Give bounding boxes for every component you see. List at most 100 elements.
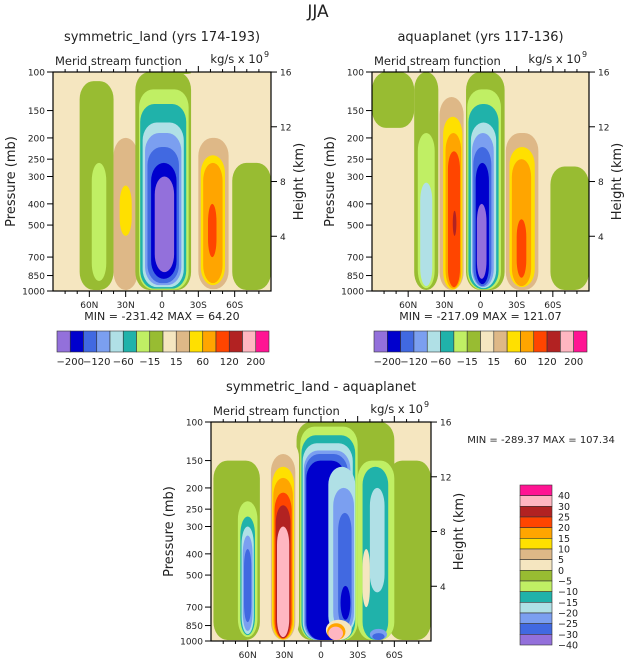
y-tick-label-right: 4 bbox=[598, 233, 604, 243]
y-axis-label-right: Height (km) bbox=[610, 143, 625, 220]
y-axis-label: Pressure (mb) bbox=[323, 136, 338, 227]
contour-cell bbox=[362, 548, 370, 608]
x-tick-label: 30S bbox=[349, 651, 366, 660]
stats-text: MIN = -217.09 MAX = 121.07 bbox=[399, 310, 561, 323]
y-tick-label-right: 8 bbox=[440, 528, 446, 538]
labelbar-box bbox=[519, 516, 553, 528]
labelbar-box bbox=[373, 330, 388, 353]
labelbar-box bbox=[255, 330, 270, 353]
contour-cell bbox=[232, 162, 271, 291]
y-axis-label: Pressure (mb) bbox=[162, 486, 177, 577]
contour-cell bbox=[372, 633, 385, 641]
y-tick-label-right: 8 bbox=[598, 178, 604, 188]
y-tick-label: 300 bbox=[347, 173, 364, 183]
left-string: Merid stream function bbox=[213, 404, 340, 418]
labelbar: −200 −120 −60 −15 15 60 120 200 bbox=[373, 330, 588, 368]
labelbar-box bbox=[440, 330, 455, 353]
contour-cell bbox=[208, 203, 217, 258]
y-tick-label: 200 bbox=[186, 484, 203, 494]
labelbar-box bbox=[519, 623, 553, 635]
labelbar-label: 120 bbox=[538, 357, 557, 368]
contour-cell bbox=[476, 203, 487, 279]
labelbar-label: −10 bbox=[558, 587, 578, 598]
x-tick-label: 60S bbox=[386, 651, 403, 660]
chart-panel-top-right: 60N 30N 0 30S 60S 100 150 200 250 300 400 500 700 850… bbox=[323, 30, 625, 368]
labelbar-box bbox=[519, 591, 553, 603]
labelbar-box bbox=[519, 612, 553, 624]
chart-panel-top-left: 60N 30N 0 30S 60S 100 150 200 250 300 400 500 700 850… bbox=[4, 30, 307, 368]
y-tick-label: 700 bbox=[28, 254, 45, 264]
y-tick-label-right: 12 bbox=[440, 473, 451, 483]
y-axis-label-right: Height (km) bbox=[452, 493, 467, 570]
labelbar-box bbox=[175, 330, 190, 353]
labelbar-box bbox=[83, 330, 98, 353]
labelbar-box bbox=[202, 330, 217, 353]
x-tick-label: 0 bbox=[478, 301, 484, 311]
contour-cell bbox=[420, 182, 433, 287]
labelbar-box bbox=[546, 330, 561, 353]
y-tick-label: 700 bbox=[347, 254, 364, 264]
labelbar-box bbox=[413, 330, 428, 353]
labelbar-label: −5 bbox=[558, 577, 572, 588]
x-tick-label: 60S bbox=[544, 301, 561, 311]
labelbar-box bbox=[533, 330, 548, 353]
labelbar-label: −200 bbox=[374, 357, 401, 368]
labelbar-box bbox=[162, 330, 177, 353]
labelbar-box bbox=[506, 330, 521, 353]
labelbar-label: −15 bbox=[457, 357, 478, 368]
x-tick-label: 0 bbox=[318, 651, 324, 660]
labelbar-box bbox=[519, 580, 553, 592]
x-tick-label: 0 bbox=[159, 301, 165, 311]
x-tick-label: 60S bbox=[226, 301, 243, 311]
labelbar-box bbox=[136, 330, 151, 353]
x-tick-label: 60N bbox=[239, 651, 257, 660]
contour-fills bbox=[79, 72, 271, 291]
labelbar-box bbox=[453, 330, 468, 353]
y-tick-label: 150 bbox=[347, 107, 364, 117]
labelbar-label: 20 bbox=[558, 523, 570, 534]
labelbar-box bbox=[519, 559, 553, 571]
y-tick-label: 300 bbox=[28, 173, 45, 183]
labelbar-label: 15 bbox=[487, 357, 500, 368]
labelbar-label: −60 bbox=[113, 357, 134, 368]
stats-text: MIN = -289.37 MAX = 107.34 bbox=[467, 435, 615, 446]
contour-cell bbox=[154, 176, 175, 273]
contour-cell bbox=[277, 526, 290, 638]
x-tick-label: 30N bbox=[435, 301, 453, 311]
labelbar: −200 −120 −60 −15 15 60 120 200 bbox=[56, 330, 270, 368]
y-tick-label: 200 bbox=[347, 134, 364, 144]
labelbar-label: 10 bbox=[558, 545, 570, 556]
labelbar-box bbox=[519, 634, 553, 646]
contour-cell bbox=[372, 72, 415, 128]
labelbar-box bbox=[122, 330, 137, 353]
labelbar-box bbox=[189, 330, 204, 353]
labelbar-box bbox=[242, 330, 257, 353]
labelbar-label: −120 bbox=[400, 357, 427, 368]
x-tick-label: 30N bbox=[275, 651, 293, 660]
contour-cell bbox=[340, 585, 351, 620]
panel-title: aquaplanet (yrs 117-136) bbox=[397, 30, 563, 45]
contour-cell bbox=[244, 548, 252, 623]
labelbar-label: 200 bbox=[564, 357, 583, 368]
labelbar-box bbox=[400, 330, 415, 353]
left-string: Merid stream function bbox=[374, 54, 501, 68]
x-tick-label: 30S bbox=[508, 301, 525, 311]
y-tick-label: 700 bbox=[186, 604, 203, 614]
labelbar-box bbox=[493, 330, 508, 353]
labelbar-label: 60 bbox=[196, 357, 209, 368]
labelbar-label: 0 bbox=[558, 566, 564, 577]
y-tick-label: 1000 bbox=[341, 288, 364, 298]
labelbar-box bbox=[56, 330, 71, 353]
labelbar-box bbox=[69, 330, 84, 353]
contour-cell bbox=[369, 487, 385, 593]
y-tick-label-right: 16 bbox=[440, 419, 452, 429]
labelbar-label: 60 bbox=[514, 357, 527, 368]
y-tick-label-right: 4 bbox=[280, 233, 286, 243]
y-tick-label: 100 bbox=[186, 419, 203, 429]
contour-cell bbox=[550, 166, 589, 291]
labelbar-box bbox=[519, 484, 553, 496]
labelbar-label: −60 bbox=[430, 357, 451, 368]
labelbar-label: −15 bbox=[558, 598, 578, 609]
labelbar-label: −25 bbox=[558, 619, 578, 630]
